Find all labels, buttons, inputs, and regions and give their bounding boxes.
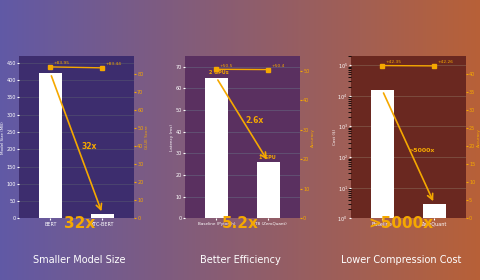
Text: 32x: 32x [82,142,97,151]
Text: +50.4: +50.4 [271,64,285,68]
Text: 32x: 32x [63,216,95,231]
Text: >5000x: >5000x [368,216,433,231]
Y-axis label: Model Size (MB): Model Size (MB) [1,121,5,153]
Bar [423,204,446,280]
Text: +42.26: +42.26 [437,60,453,64]
Y-axis label: Cost ($): Cost ($) [332,129,336,145]
Bar [371,90,394,280]
Text: 2 GPUs: 2 GPUs [209,70,228,75]
Y-axis label: Latency (ms): Latency (ms) [170,124,174,151]
Bar [39,73,62,218]
Text: +50.5: +50.5 [219,64,233,67]
Text: Smaller Model Size: Smaller Model Size [33,255,125,265]
Text: 5.2x: 5.2x [222,216,258,231]
Y-axis label: GLUE Score: GLUE Score [145,125,149,149]
Bar [91,214,114,218]
Bar [257,162,280,218]
Text: 2.6x: 2.6x [245,116,263,125]
Y-axis label: Accuracy: Accuracy [477,128,480,147]
Text: 1 GPU: 1 GPU [259,155,276,160]
Text: +83.44: +83.44 [105,62,121,66]
Text: >5000x: >5000x [408,148,435,153]
Text: Lower Compression Cost: Lower Compression Cost [341,255,461,265]
Text: Better Efficiency: Better Efficiency [200,255,280,265]
Bar [204,78,228,218]
Text: +42.35: +42.35 [385,60,401,64]
Text: +83.95: +83.95 [53,61,69,65]
Y-axis label: Accuracy: Accuracy [311,128,315,147]
